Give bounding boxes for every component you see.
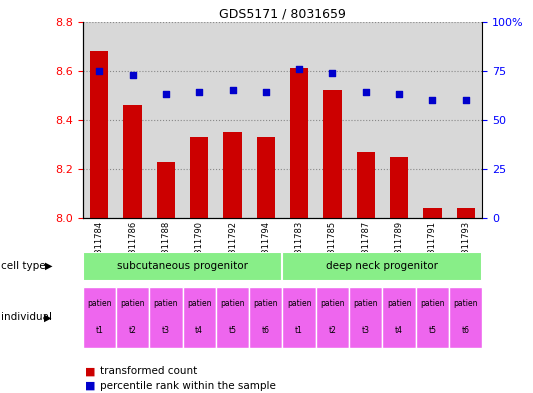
Bar bbox=[216, 287, 249, 348]
Text: transformed count: transformed count bbox=[100, 366, 197, 376]
Bar bbox=[449, 22, 482, 218]
Text: t5: t5 bbox=[229, 326, 237, 335]
Text: ▶: ▶ bbox=[45, 261, 53, 271]
Bar bbox=[390, 157, 408, 218]
Bar bbox=[349, 22, 383, 218]
Bar bbox=[149, 287, 182, 348]
Bar bbox=[316, 287, 349, 348]
Bar bbox=[83, 252, 282, 281]
Text: t3: t3 bbox=[362, 326, 370, 335]
Bar bbox=[182, 287, 216, 348]
Point bbox=[361, 89, 370, 95]
Bar bbox=[216, 22, 249, 218]
Text: ■: ■ bbox=[85, 366, 99, 376]
Bar bbox=[383, 287, 416, 348]
Text: percentile rank within the sample: percentile rank within the sample bbox=[100, 381, 276, 391]
Text: t2: t2 bbox=[128, 326, 136, 335]
Text: ▶: ▶ bbox=[44, 312, 51, 322]
Text: t5: t5 bbox=[429, 326, 437, 335]
Bar bbox=[423, 208, 441, 218]
Bar bbox=[83, 22, 116, 218]
Text: t1: t1 bbox=[295, 326, 303, 335]
Text: patien: patien bbox=[454, 299, 478, 309]
Text: patien: patien bbox=[187, 299, 212, 309]
Text: patien: patien bbox=[120, 299, 145, 309]
Bar bbox=[449, 287, 482, 348]
Bar bbox=[249, 22, 282, 218]
Bar bbox=[249, 287, 282, 348]
Point bbox=[128, 72, 137, 78]
Bar bbox=[290, 68, 308, 218]
Point bbox=[195, 89, 204, 95]
Point bbox=[95, 68, 103, 74]
Bar bbox=[349, 287, 383, 348]
Text: patien: patien bbox=[387, 299, 411, 309]
Point bbox=[328, 70, 337, 76]
Point bbox=[428, 97, 437, 103]
Text: t6: t6 bbox=[462, 326, 470, 335]
Bar bbox=[182, 22, 216, 218]
Point bbox=[395, 91, 403, 97]
Bar bbox=[457, 208, 475, 218]
Point bbox=[462, 97, 470, 103]
Bar bbox=[282, 287, 316, 348]
Bar bbox=[282, 252, 482, 281]
Bar bbox=[157, 162, 175, 218]
Text: patien: patien bbox=[320, 299, 345, 309]
Text: cell type: cell type bbox=[1, 261, 45, 271]
Point bbox=[295, 66, 303, 72]
Bar bbox=[416, 22, 449, 218]
Text: individual: individual bbox=[1, 312, 52, 322]
Bar bbox=[190, 137, 208, 218]
Bar bbox=[116, 22, 149, 218]
Text: patien: patien bbox=[287, 299, 311, 309]
Bar bbox=[90, 51, 108, 218]
Bar bbox=[357, 152, 375, 218]
Text: patien: patien bbox=[420, 299, 445, 309]
Title: GDS5171 / 8031659: GDS5171 / 8031659 bbox=[219, 7, 346, 20]
Text: deep neck progenitor: deep neck progenitor bbox=[326, 261, 439, 271]
Bar bbox=[316, 22, 349, 218]
Bar bbox=[324, 90, 342, 218]
Point bbox=[161, 91, 170, 97]
Text: t3: t3 bbox=[162, 326, 170, 335]
Text: t2: t2 bbox=[328, 326, 336, 335]
Text: t4: t4 bbox=[195, 326, 203, 335]
Bar bbox=[223, 132, 241, 218]
Text: patien: patien bbox=[154, 299, 178, 309]
Text: patien: patien bbox=[353, 299, 378, 309]
Text: t1: t1 bbox=[95, 326, 103, 335]
Bar bbox=[116, 287, 149, 348]
Bar bbox=[149, 22, 182, 218]
Point bbox=[228, 87, 237, 94]
Bar bbox=[83, 287, 116, 348]
Text: subcutaneous progenitor: subcutaneous progenitor bbox=[117, 261, 248, 271]
Bar bbox=[416, 287, 449, 348]
Text: patien: patien bbox=[220, 299, 245, 309]
Text: t4: t4 bbox=[395, 326, 403, 335]
Point bbox=[262, 89, 270, 95]
Text: t6: t6 bbox=[262, 326, 270, 335]
Bar bbox=[282, 22, 316, 218]
Text: patien: patien bbox=[254, 299, 278, 309]
Text: patien: patien bbox=[87, 299, 111, 309]
Bar bbox=[383, 22, 416, 218]
Bar bbox=[257, 137, 275, 218]
Text: ■: ■ bbox=[85, 381, 99, 391]
Bar bbox=[124, 105, 142, 218]
